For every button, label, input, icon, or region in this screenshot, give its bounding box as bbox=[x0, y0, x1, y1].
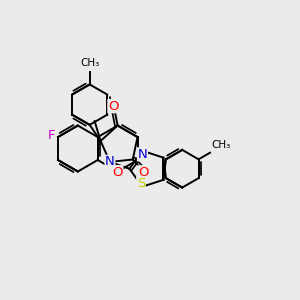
Text: O: O bbox=[108, 100, 119, 112]
Text: S: S bbox=[137, 177, 145, 190]
Text: N: N bbox=[138, 148, 147, 161]
Text: N: N bbox=[105, 155, 115, 168]
Text: O: O bbox=[138, 166, 148, 179]
Text: CH₃: CH₃ bbox=[80, 58, 99, 68]
Text: CH₃: CH₃ bbox=[212, 140, 231, 150]
Text: F: F bbox=[48, 129, 55, 142]
Text: O: O bbox=[112, 166, 123, 178]
